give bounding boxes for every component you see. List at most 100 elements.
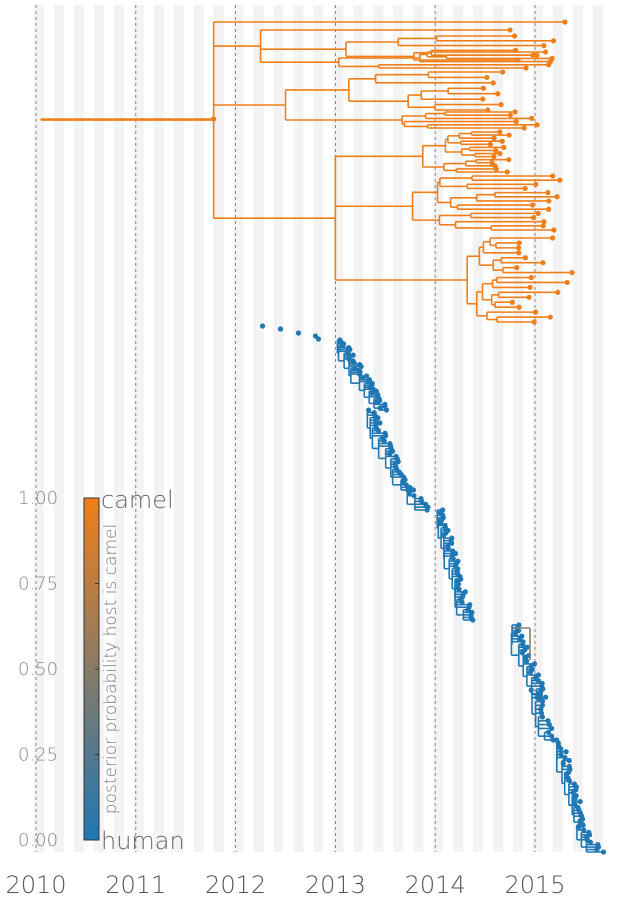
tree-tip (546, 198, 552, 204)
background-band (213, 5, 224, 852)
tree-tip (516, 240, 522, 246)
tree-tip (500, 69, 506, 75)
tree-tip (497, 129, 503, 135)
background-band (533, 5, 543, 852)
tree-tip (534, 695, 540, 701)
tree-tip (491, 135, 497, 141)
tree-tip (511, 33, 518, 39)
tree-tip (410, 487, 417, 493)
tree-tip (546, 722, 552, 728)
tree-tip (424, 507, 430, 513)
tree-tip (543, 694, 549, 700)
background-band (592, 5, 603, 852)
tree-tip (487, 141, 493, 147)
background-bands (34, 5, 603, 852)
colorbar-tick-label: 0.50 (18, 659, 58, 680)
tree-tip (569, 269, 575, 276)
tree-tip (506, 132, 512, 138)
tree-tip (538, 706, 544, 712)
tree-tip (493, 166, 499, 172)
tree-tip (375, 428, 382, 434)
colorbar-tick-label: 0.00 (18, 830, 58, 851)
tree-tip (377, 420, 383, 426)
tree-tip (587, 839, 594, 845)
tree-tip (541, 43, 547, 49)
human-clade-tree (259, 323, 607, 855)
tree-tip (259, 323, 266, 329)
background-band (93, 5, 104, 852)
tree-tip (531, 319, 537, 325)
background-band (453, 5, 464, 852)
x-axis-tick-labels: 2010 2011 2012 2013 2014 2015 (5, 871, 565, 899)
tree-tip (470, 617, 476, 623)
tree-tip (497, 150, 503, 157)
tree-tip (533, 181, 539, 187)
tree-tip (406, 490, 413, 496)
background-band (333, 5, 344, 852)
tree-tip (490, 80, 496, 86)
tree-tip (480, 96, 486, 102)
x-tick-label: 2014 (405, 871, 466, 899)
tree-tip (499, 138, 505, 144)
camel-clade-tree (40, 19, 575, 325)
tree-tip (580, 822, 586, 828)
tree-tip (527, 284, 533, 291)
background-band (73, 5, 84, 852)
tree-tip (459, 599, 465, 605)
background-band (193, 5, 204, 852)
tree-tip (572, 796, 578, 802)
tree-tip (529, 115, 535, 121)
tree-tip (536, 691, 542, 697)
tree-tip (577, 798, 583, 805)
tree-tip (581, 827, 587, 833)
tree-tip (549, 235, 556, 241)
tree-tip (520, 641, 526, 648)
colorbar-title: posterior probability host is camel (101, 524, 121, 814)
tree-tip (534, 52, 540, 58)
tree-tip (547, 314, 553, 320)
x-tick-label: 2013 (305, 871, 366, 899)
tree-tip (515, 245, 522, 251)
tree-tip (522, 185, 528, 192)
background-band (293, 5, 304, 852)
tree-tip (527, 669, 533, 675)
tree-tip (493, 147, 499, 154)
background-band (273, 5, 284, 852)
x-tick-label: 2012 (205, 871, 266, 899)
tree-tip (540, 223, 546, 229)
tree-tip (541, 219, 547, 225)
x-tick-label: 2015 (504, 871, 565, 899)
tree-tip (383, 407, 390, 413)
tree-tip (512, 630, 519, 636)
tree-tip (558, 746, 564, 752)
tree-tip (526, 294, 532, 300)
tree-tip (542, 49, 549, 55)
x-tick-label: 2010 (5, 871, 66, 899)
tree-tip (524, 658, 530, 664)
tree-tip (600, 849, 607, 855)
tree-tip (594, 846, 600, 853)
tree-tip (366, 407, 372, 413)
background-band (53, 5, 64, 852)
tree-tip (516, 304, 522, 310)
background-band (133, 5, 144, 852)
tree-tip (558, 752, 564, 758)
colorbar-tick-label: 1.00 (18, 488, 58, 509)
tree-tip (566, 757, 572, 764)
tree-tip (450, 556, 456, 562)
tree-tip (545, 729, 552, 735)
colorbar-low-label: human (101, 827, 185, 855)
background-band (353, 5, 364, 852)
tree-tip (295, 330, 302, 336)
tree-tip (523, 65, 529, 71)
tree-tip (528, 687, 534, 693)
tree-tip (484, 74, 490, 81)
tree-tip (387, 451, 393, 457)
tree-tip (562, 754, 568, 761)
tree-tip (530, 52, 536, 58)
tree-tip (531, 661, 538, 667)
x-tick-label: 2011 (105, 871, 166, 899)
tree-tip (465, 607, 471, 613)
background-band (552, 5, 563, 852)
